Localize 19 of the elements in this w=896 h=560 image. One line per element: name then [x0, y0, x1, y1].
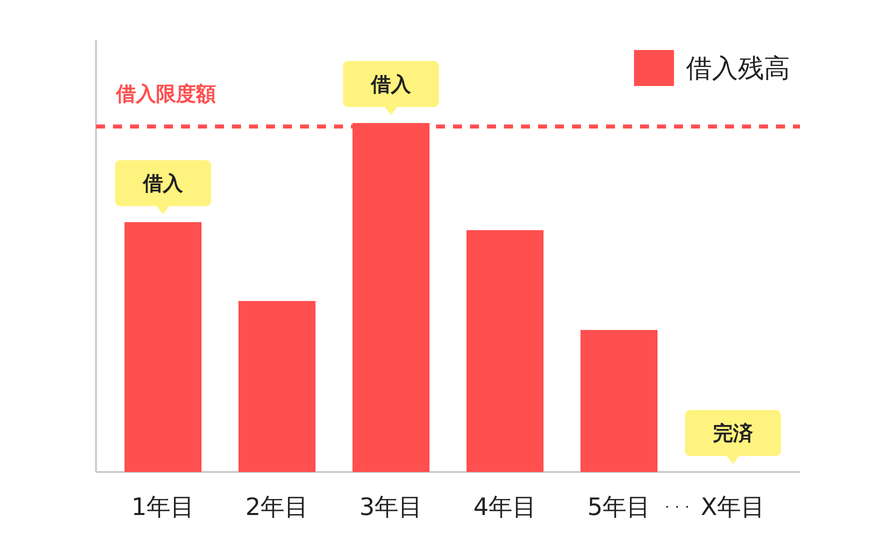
x-tick-label: 2年目: [245, 493, 309, 521]
bar: [466, 230, 544, 472]
ref-line-label: 借入限度額: [115, 81, 216, 106]
x-tick-label: 3年目: [359, 493, 423, 521]
x-tick-label: 4年目: [473, 493, 537, 521]
bar: [124, 222, 202, 472]
x-tick-label: 5年目: [587, 493, 651, 521]
annotation: 完済: [713, 421, 754, 445]
bar: [238, 300, 316, 472]
annotation: 借入: [142, 171, 184, 196]
x-tick-label: 1年目: [131, 493, 195, 521]
callout: 完済: [685, 410, 781, 464]
legend-label: 借入残高: [686, 54, 790, 84]
callout: 借入: [343, 61, 439, 115]
text: ・・・: [661, 500, 691, 514]
x-tick-label: X年目: [700, 493, 766, 521]
callout: 借入: [115, 160, 211, 214]
annotation: 借入: [370, 72, 412, 96]
bar: [580, 330, 658, 472]
